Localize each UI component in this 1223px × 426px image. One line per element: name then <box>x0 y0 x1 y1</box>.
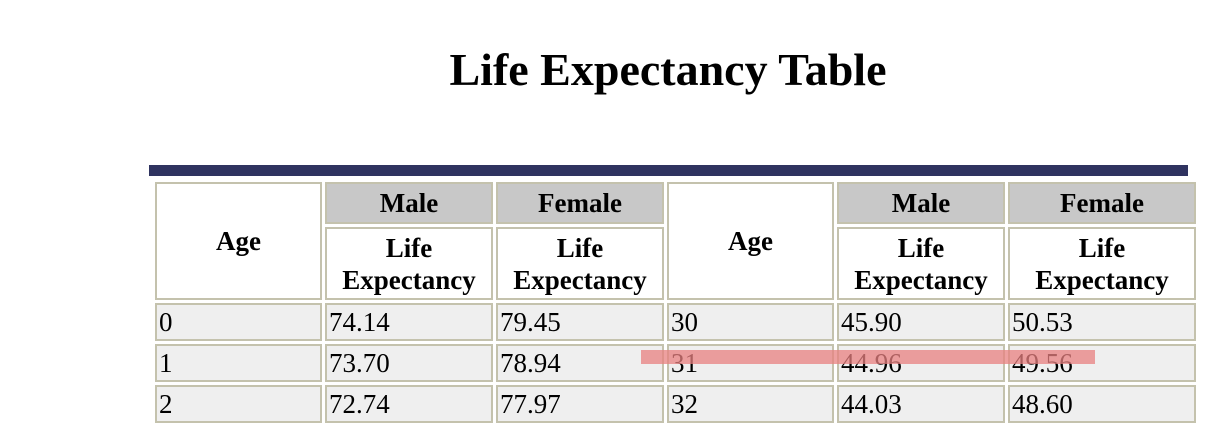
female-value-cell: 79.45 <box>496 303 664 341</box>
header-row-groups: Age Male Female Age Male Female <box>155 182 1196 300</box>
male-value-cell: 74.14 <box>325 303 493 341</box>
top-rule <box>149 165 1188 176</box>
table-container: Age Male Female Age Male Female Life Exp… <box>152 179 1196 426</box>
male-value-cell: 45.90 <box>837 303 1005 341</box>
male-value-cell: 72.74 <box>325 385 493 423</box>
age-cell: 32 <box>667 385 834 423</box>
female-value-cell: 48.60 <box>1008 385 1196 423</box>
age-cell: 0 <box>155 303 322 341</box>
female-life-expectancy-header-right: Life Expectancy <box>1008 227 1196 300</box>
female-value-cell: 50.53 <box>1008 303 1196 341</box>
header-row-sub: Life Expectancy Life Expectancy Life Exp… <box>155 227 1196 300</box>
life-expectancy-table: Age Male Female Age Male Female Life Exp… <box>152 179 1199 426</box>
age-cell: 2 <box>155 385 322 423</box>
female-value-cell: 77.97 <box>496 385 664 423</box>
age-cell: 30 <box>667 303 834 341</box>
row-highlight-mark <box>641 350 1095 364</box>
female-header-left: Female <box>496 182 664 224</box>
male-value-cell: 44.03 <box>837 385 1005 423</box>
female-life-expectancy-header-left: Life Expectancy <box>496 227 664 300</box>
table-row: 2 72.74 77.97 32 44.03 48.60 <box>155 385 1196 423</box>
age-header-left: Age <box>155 182 322 300</box>
male-header-right: Male <box>837 182 1005 224</box>
male-life-expectancy-header-right: Life Expectancy <box>837 227 1005 300</box>
age-cell: 1 <box>155 344 322 382</box>
male-life-expectancy-header-left: Life Expectancy <box>325 227 493 300</box>
page-title: Life Expectancy Table <box>449 44 887 95</box>
male-header-left: Male <box>325 182 493 224</box>
male-value-cell: 73.70 <box>325 344 493 382</box>
female-value-cell: 78.94 <box>496 344 664 382</box>
table-row: 0 74.14 79.45 30 45.90 50.53 <box>155 303 1196 341</box>
female-header-right: Female <box>1008 182 1196 224</box>
age-header-right: Age <box>667 182 834 300</box>
